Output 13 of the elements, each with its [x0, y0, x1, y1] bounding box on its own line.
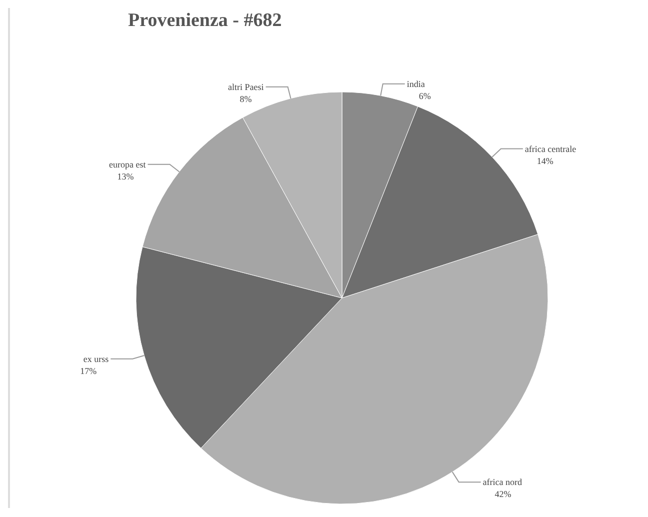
slice-label: europa est [109, 159, 146, 170]
slice-label: ex urss [83, 354, 110, 364]
data-label: 17% [80, 366, 98, 376]
slice-label: africa centrale [524, 144, 576, 154]
slice-label: altri Paesi [228, 82, 264, 92]
data-label: 13% [117, 171, 134, 182]
data-label: 6% [418, 90, 432, 101]
data-label: 14% [536, 156, 554, 166]
data-label: 42% [494, 489, 512, 500]
slice-label: africa nord [482, 477, 523, 488]
slice-label: india [406, 78, 425, 89]
chart-title: Provenienza - #682 [128, 10, 282, 32]
data-label: 8% [240, 94, 252, 104]
